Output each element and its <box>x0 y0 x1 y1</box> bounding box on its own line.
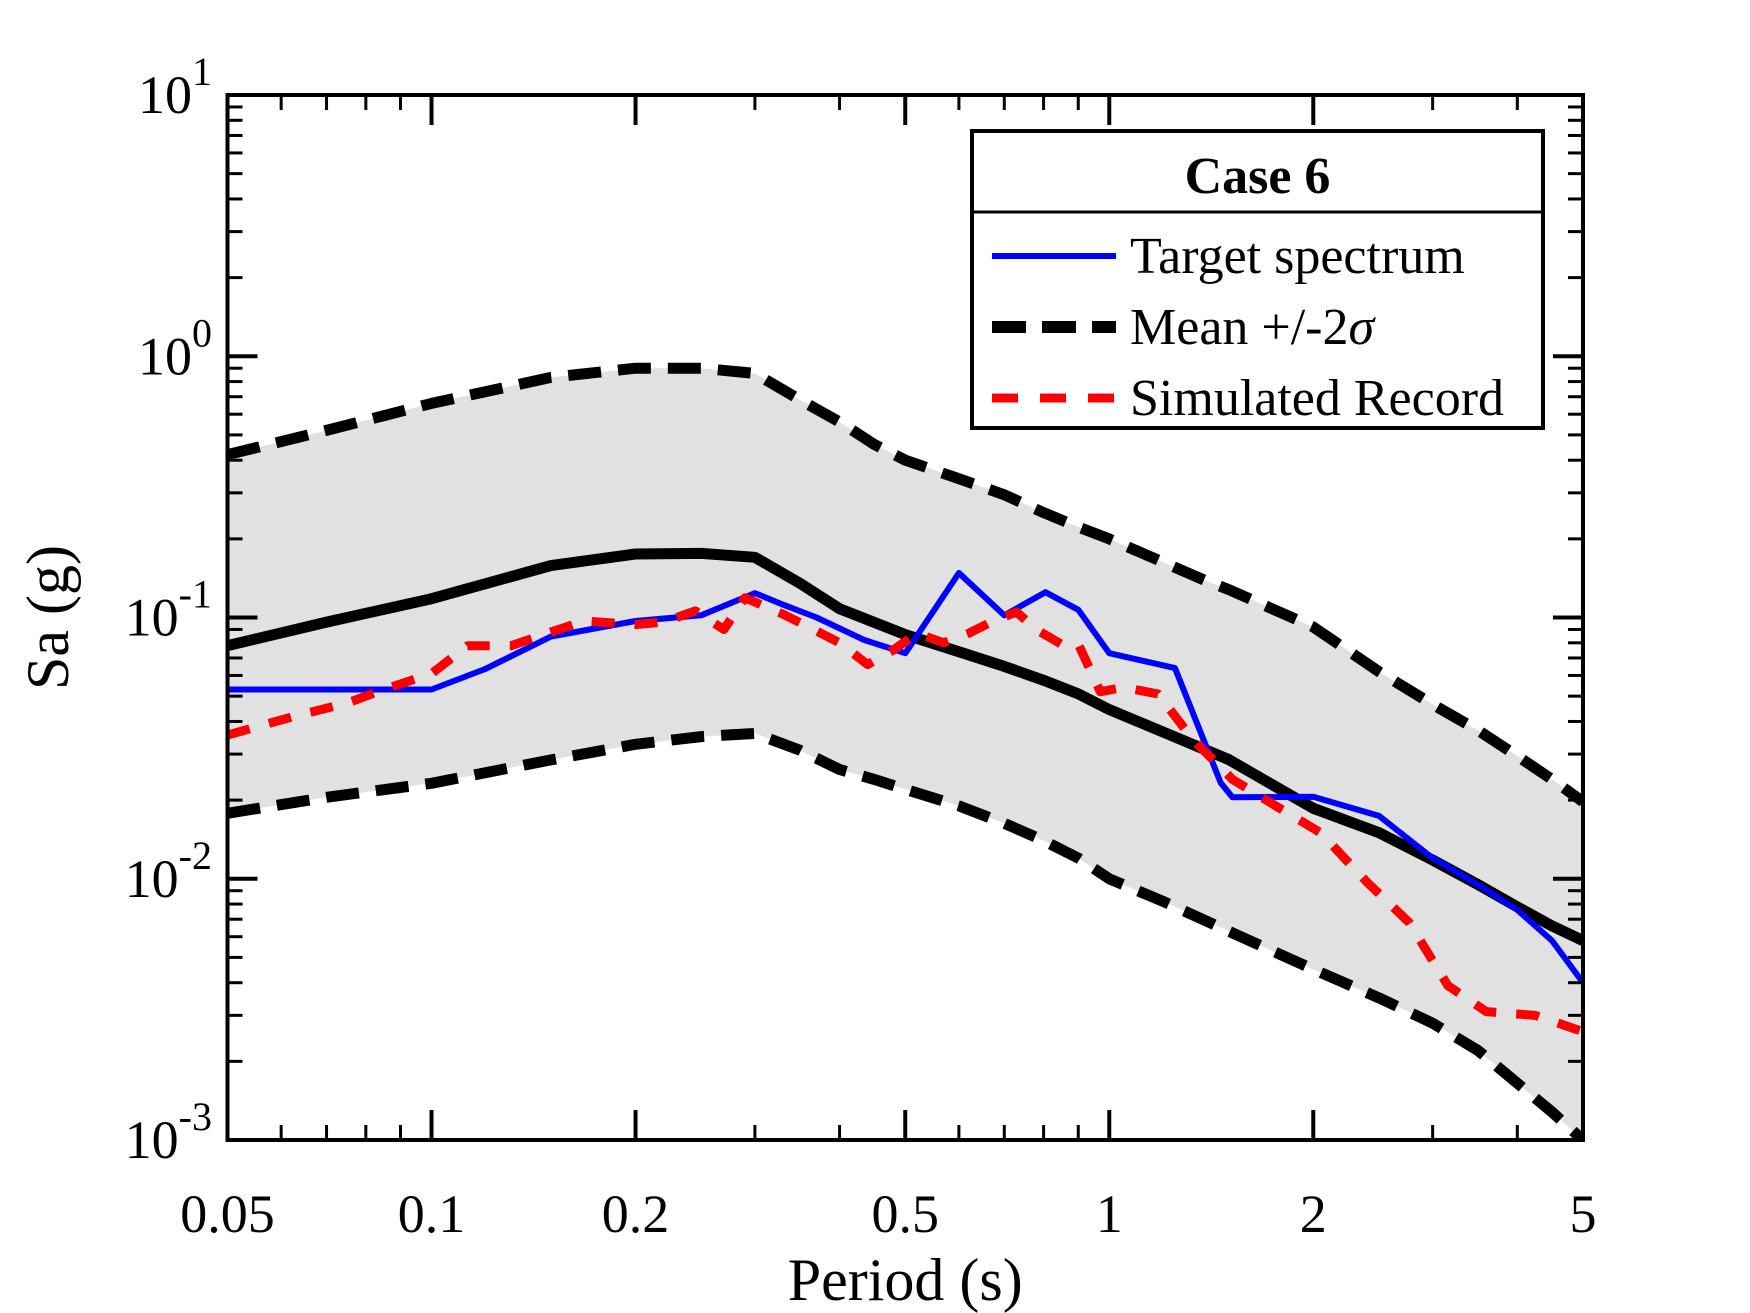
legend-label: Target spectrum <box>1130 228 1465 285</box>
y-tick-label: 10-1 <box>125 572 212 648</box>
x-tick-label: 0.05 <box>180 1184 275 1244</box>
legend-box <box>970 129 1545 430</box>
legend-label: Mean +/-2σ <box>1130 299 1377 356</box>
x-tick-label: 2 <box>1300 1184 1327 1244</box>
x-tick-label: 0.2 <box>602 1184 670 1244</box>
x-tick-label: 0.1 <box>398 1184 466 1244</box>
y-tick-labels: 101 100 10-1 10-2 10-3 <box>125 49 212 1170</box>
y-tick-label: 100 <box>138 310 212 386</box>
axis-ticks <box>225 93 1585 1142</box>
y-tick-label: 10-2 <box>125 833 212 909</box>
x-tick-label: 1 <box>1096 1184 1123 1244</box>
x-tick-label: 0.5 <box>872 1184 940 1244</box>
x-tick-label: 5 <box>1570 1184 1597 1244</box>
x-tick-labels: 0.05 0.1 0.2 0.5 1 2 5 <box>180 1184 1596 1244</box>
x-axis-label: Period (s) <box>788 1247 1023 1313</box>
legend-label: Simulated Record <box>1130 370 1504 427</box>
y-tick-label: 101 <box>138 49 212 125</box>
y-tick-label: 10-3 <box>125 1094 212 1170</box>
series-simulated-record <box>227 593 1583 1036</box>
series-mean-minus-2sigma <box>227 727 1583 1140</box>
series-mean-plus-2sigma <box>227 362 1583 807</box>
legend: Case 6 Target spectrum Mean +/-2σ Simulated… <box>970 129 1545 430</box>
plot-area <box>227 362 1583 1140</box>
y-axis-label: Sa (g) <box>15 545 81 690</box>
legend-title: Case 6 <box>1185 148 1331 205</box>
